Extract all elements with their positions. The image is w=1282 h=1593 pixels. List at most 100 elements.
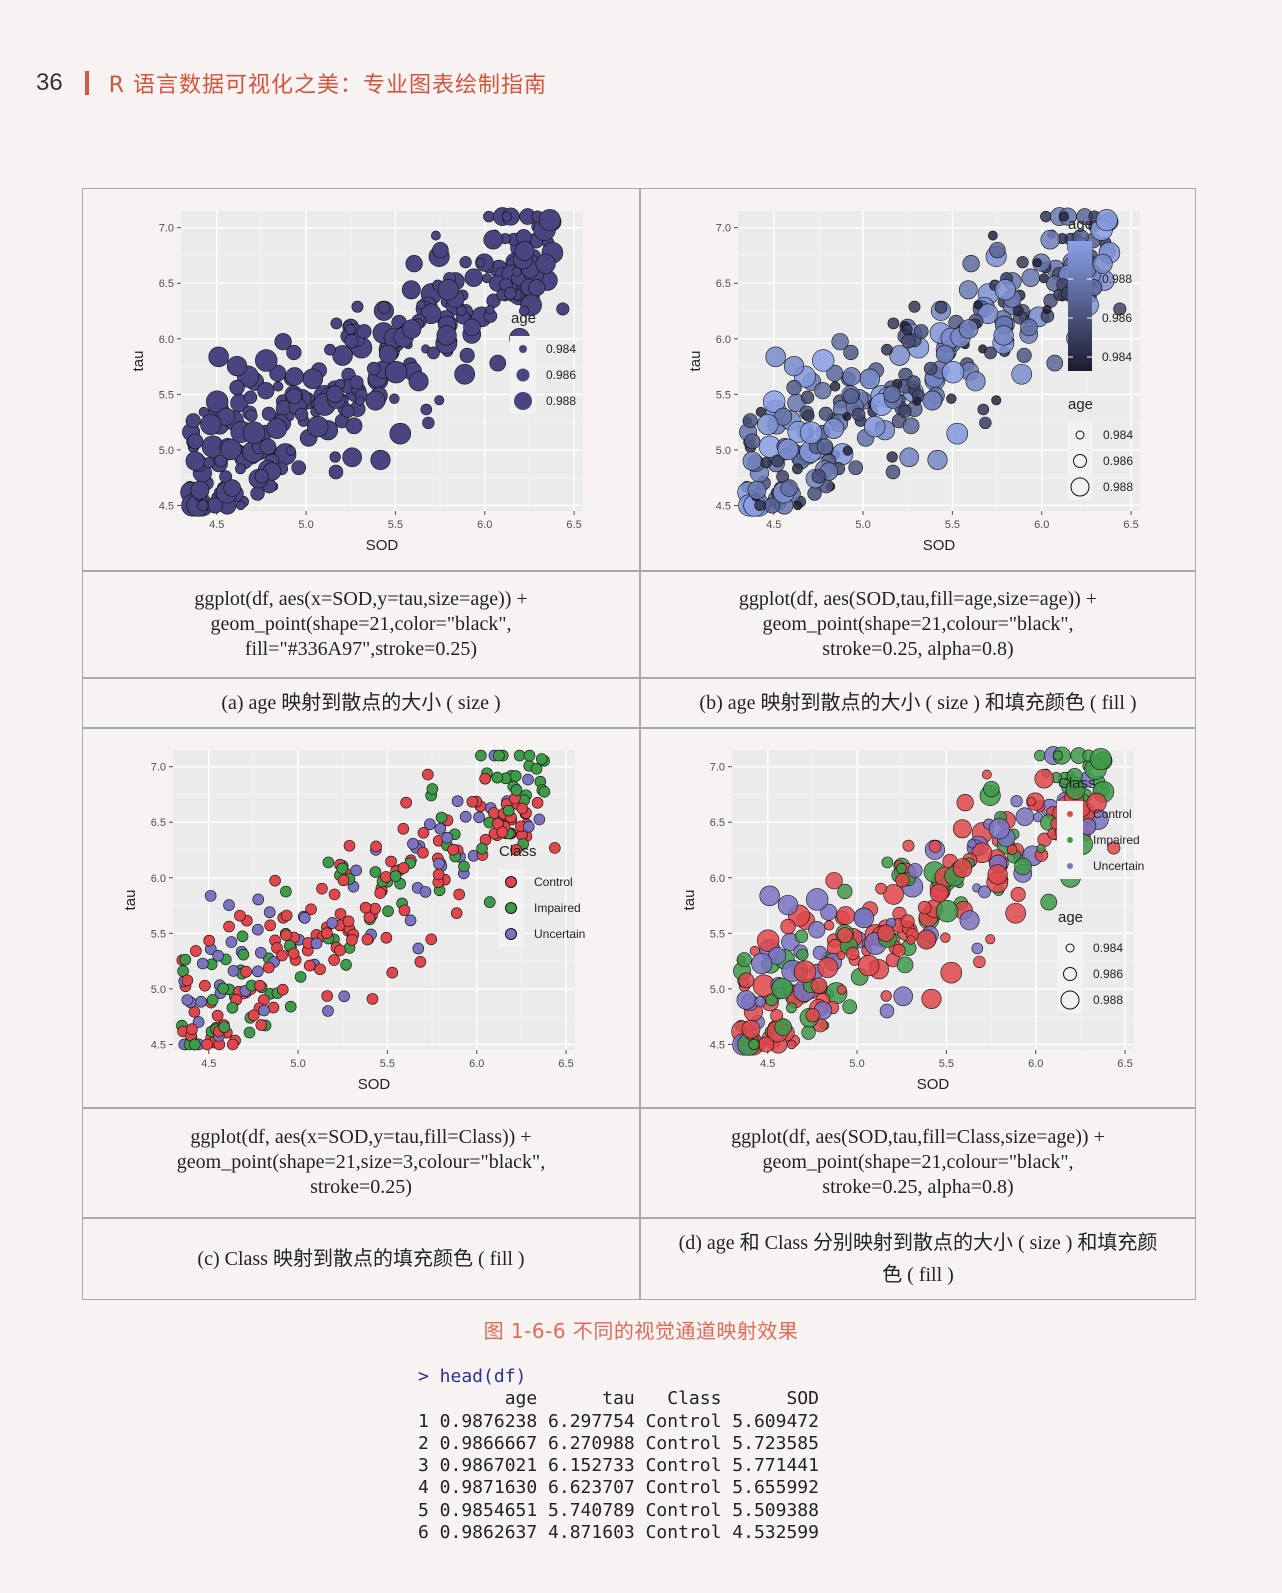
data-point [344, 324, 356, 335]
data-point [359, 901, 372, 914]
data-point [898, 404, 912, 418]
console-command: > head(df) [418, 1366, 527, 1387]
data-point [742, 413, 758, 429]
data-point [538, 785, 551, 798]
y-axis-title: tau [122, 890, 139, 911]
data-point [934, 301, 948, 314]
data-point [479, 772, 491, 785]
data-point [208, 346, 229, 368]
data-point [420, 403, 433, 416]
x-tick-label: 6.0 [469, 1058, 484, 1070]
data-point [181, 994, 194, 1006]
points-layer [176, 749, 561, 1051]
data-point [842, 412, 852, 421]
data-point [1012, 305, 1024, 317]
data-point [1065, 780, 1086, 800]
data-point [892, 943, 906, 957]
data-point [913, 324, 929, 339]
data-point [321, 990, 333, 1002]
data-point [261, 406, 276, 421]
data-point [528, 279, 546, 297]
data-point [475, 258, 485, 268]
data-point [837, 927, 853, 944]
data-point [245, 409, 258, 422]
points-layer [180, 207, 570, 517]
data-point [1010, 795, 1023, 808]
data-point [424, 818, 436, 831]
colorbar-label: 0.988 [1102, 272, 1132, 286]
data-point [255, 349, 278, 372]
data-point [501, 211, 512, 222]
legend-symbol [1067, 811, 1073, 817]
x-tick-label: 6.0 [1034, 519, 1049, 531]
data-point [263, 961, 275, 974]
data-point [203, 934, 215, 947]
data-point [420, 303, 442, 325]
data-point [378, 344, 398, 364]
data-point [1011, 363, 1033, 385]
data-point [280, 885, 292, 898]
data-point [447, 843, 459, 856]
data-point [875, 882, 887, 895]
x-tick-label: 6.5 [1123, 519, 1138, 531]
data-point [993, 325, 1014, 346]
data-point [751, 952, 773, 975]
data-point [895, 873, 910, 888]
caption-c: (c) Class 映射到散点的填充颜色 ( fill ) [197, 1247, 525, 1270]
caption-d: (d) age 和 Class 分别映射到散点的大小 ( size ) 和填充颜… [678, 1231, 1158, 1286]
x-tick-label: 4.5 [766, 519, 781, 531]
data-point [397, 823, 410, 835]
data-point [302, 368, 324, 390]
caption-b: (b) age 映射到散点的大小 ( size ) 和填充颜色 ( fill ) [699, 691, 1137, 714]
data-point [341, 404, 355, 418]
legend-title: age [1068, 216, 1093, 233]
data-point [901, 334, 916, 349]
data-point [514, 241, 535, 261]
legend-title: Class [1058, 775, 1096, 792]
data-point [848, 460, 864, 475]
data-point [1095, 209, 1118, 232]
data-point [956, 794, 974, 812]
data-point [455, 305, 467, 317]
points-layer [737, 207, 1127, 517]
data-point [416, 300, 426, 310]
data-point [453, 888, 465, 901]
data-point [916, 929, 937, 950]
data-point [805, 1008, 820, 1023]
colorbar [1068, 241, 1092, 371]
data-point [493, 749, 505, 762]
data-point [419, 886, 432, 898]
data-point [328, 888, 341, 901]
y-tick-label: 5.5 [159, 389, 174, 401]
legend-symbol [505, 876, 517, 888]
data-point [1020, 318, 1038, 337]
y-tick-label: 5.5 [710, 928, 725, 940]
data-point [1107, 841, 1121, 855]
x-axis-title: SOD [366, 537, 399, 554]
data-point [881, 856, 894, 869]
data-point [907, 863, 923, 878]
data-point [1036, 844, 1046, 854]
data-point [344, 334, 359, 349]
legend-title: Class [499, 843, 537, 860]
data-point [223, 899, 235, 911]
data-point [793, 960, 817, 983]
grid-divider [83, 1107, 1195, 1109]
legend-label: 0.984 [546, 342, 576, 356]
data-point [777, 894, 799, 916]
data-point [417, 826, 430, 839]
data-point [1026, 797, 1036, 807]
data-point [250, 486, 265, 501]
legend-label: Control [1093, 807, 1132, 821]
legend-label: Uncertain [1093, 859, 1144, 873]
data-point [483, 230, 503, 250]
scatter-plot-a: 4.5 5.0 5.5 6.0 6.5 4.5 5.0 5.5 6.0 6.5 7.0 SOD tau a… [130, 207, 583, 554]
data-point [243, 1026, 256, 1039]
data-point [799, 421, 823, 444]
data-point [981, 769, 992, 780]
legend-label: 0.988 [546, 394, 576, 408]
data-point [533, 813, 546, 826]
data-point [780, 918, 796, 935]
data-point [377, 301, 391, 314]
data-point [205, 390, 229, 413]
